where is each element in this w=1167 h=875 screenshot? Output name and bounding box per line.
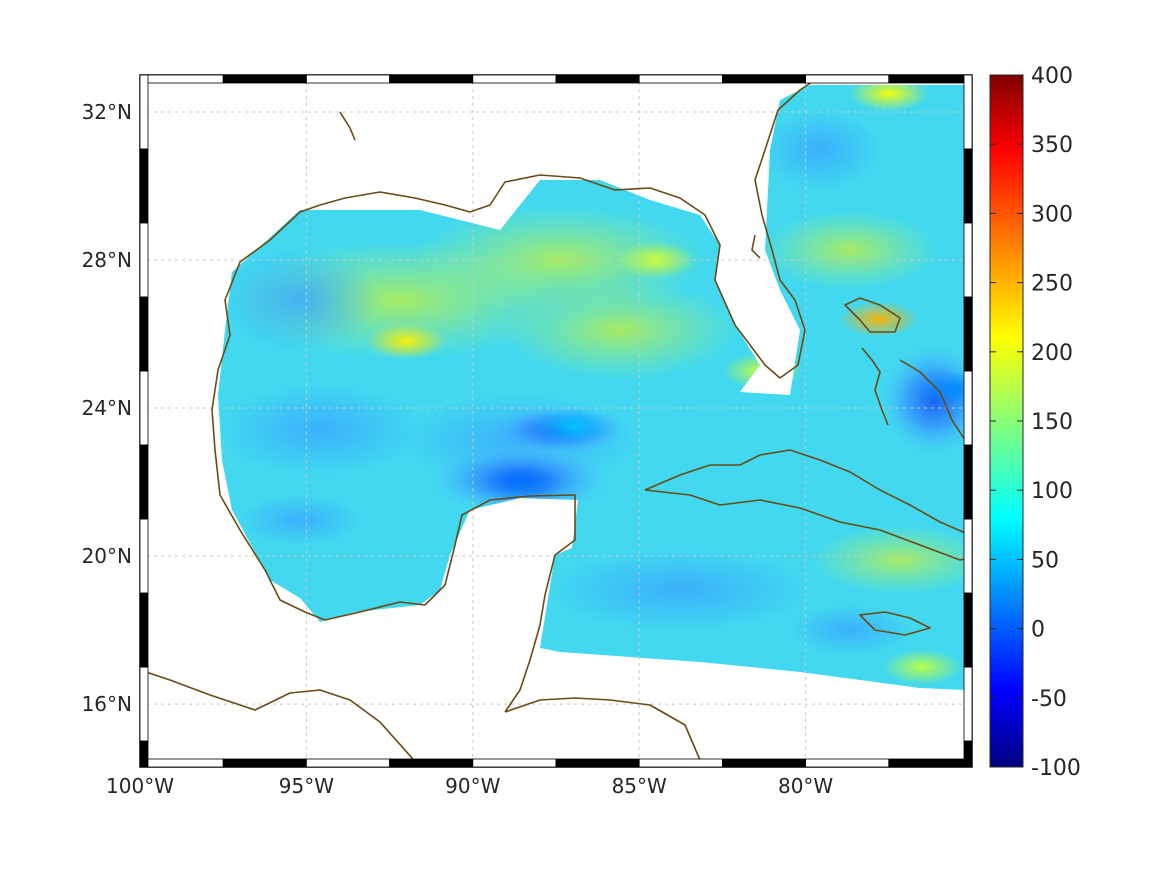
frame-bar-left	[139, 148, 149, 224]
frame-bar-bottom	[139, 758, 224, 768]
frame-bar-left	[139, 666, 149, 742]
x-tick-label: 85°W	[612, 774, 667, 798]
frame-bar-top	[555, 74, 640, 84]
colorbar-tick-label: -100	[1031, 756, 1081, 781]
field-feature	[848, 85, 929, 112]
frame-bar-bottom	[638, 758, 723, 768]
frame-bar-bottom	[722, 758, 807, 768]
frame-bar-top	[722, 74, 807, 84]
frame-bar-right	[963, 666, 973, 742]
frame-bar-right	[963, 148, 973, 224]
frame-bar-right	[963, 740, 973, 768]
frame-bar-right	[963, 592, 973, 668]
colorbar-tick-label: 50	[1031, 548, 1059, 573]
frame-bar-bottom	[472, 758, 557, 768]
frame-bar-right	[963, 222, 973, 298]
frame-bar-left	[139, 222, 149, 298]
field-feature	[882, 649, 963, 686]
colorbar-tick-label: 0	[1031, 618, 1045, 643]
frame-bar-top	[389, 74, 474, 84]
field-feature	[366, 323, 447, 360]
y-tick-labels: 32°N 28°N 24°N 20°N 16°N	[82, 100, 132, 716]
frame-bar-right	[963, 370, 973, 446]
y-tick-label: 16°N	[82, 692, 132, 716]
frame-bar-left	[139, 592, 149, 668]
frame-bar-top	[139, 74, 224, 84]
frame-bar-bottom	[555, 758, 640, 768]
colorbar-tick-labels: 400 350 300 250 200 150 100 50 0 -50 -100	[990, 64, 1081, 781]
frame-bar-top	[305, 74, 390, 84]
x-tick-label: 80°W	[778, 774, 833, 798]
frame-bar-left	[139, 740, 149, 768]
field-feature	[482, 464, 563, 501]
frame-bar-left	[139, 370, 149, 446]
colorbar-tick-label: 250	[1031, 272, 1073, 297]
frame-bar-top	[638, 74, 723, 84]
x-tick-label: 100°W	[106, 774, 174, 798]
frame-bar-bottom	[389, 758, 474, 768]
colorbar-tick-label: 400	[1031, 64, 1073, 89]
x-tick-label: 95°W	[279, 774, 334, 798]
sst-field	[218, 85, 965, 690]
frame-bar-top	[888, 74, 973, 84]
frame-bar-top	[472, 74, 557, 84]
field-feature	[915, 371, 965, 408]
frame-bar-right	[963, 518, 973, 594]
x-tick-labels: 100°W 95°W 90°W 85°W 80°W	[106, 774, 833, 798]
colorbar-tick-label: 300	[1031, 202, 1073, 227]
y-tick-label: 28°N	[82, 248, 132, 272]
frame-bar-top	[805, 74, 890, 84]
colorbar-tick-label: 350	[1031, 133, 1073, 158]
coastline	[139, 77, 971, 768]
colorbar-tick-label: 150	[1031, 410, 1073, 435]
frame-bar-left	[139, 444, 149, 520]
frame-bar-left	[139, 74, 149, 150]
frame-bars	[139, 74, 973, 768]
colorbar-tick-label: 100	[1031, 479, 1073, 504]
field-feature	[615, 242, 696, 279]
colorbar-tick-label: -50	[1031, 687, 1067, 712]
frame-bar-left	[139, 296, 149, 372]
frame-bar-bottom	[805, 758, 890, 768]
field-feature	[532, 408, 613, 445]
frame-bar-right	[963, 74, 973, 150]
y-tick-label: 20°N	[82, 544, 132, 568]
frame-bar-right	[963, 296, 973, 372]
frame-bar-left	[139, 518, 149, 594]
field-feature	[838, 301, 919, 338]
frame-bar-bottom	[305, 758, 390, 768]
x-tick-label: 90°W	[445, 774, 500, 798]
frame-bar-right	[963, 444, 973, 520]
frame-bar-bottom	[888, 758, 973, 768]
y-tick-label: 24°N	[82, 396, 132, 420]
frame-bar-top	[222, 74, 307, 84]
frame-bar-bottom	[222, 758, 307, 768]
colorbar-tick-label: 200	[1031, 341, 1073, 366]
y-tick-label: 32°N	[82, 100, 132, 124]
